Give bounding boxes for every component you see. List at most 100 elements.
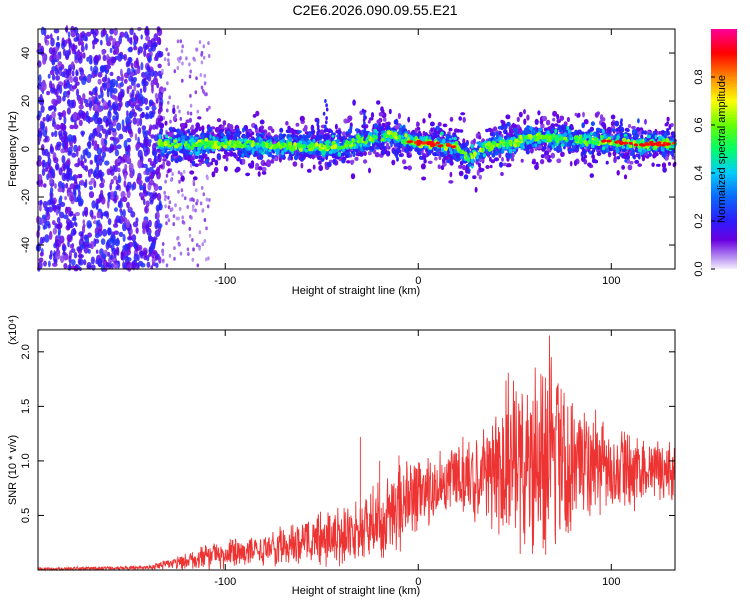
spectral-blob [441,147,445,153]
spectral-blob [520,158,524,163]
spectral-blob [201,125,205,132]
noise-blob [115,186,119,191]
spectral-blob [278,133,283,139]
noise-blob [178,179,181,184]
noise-blob [87,115,91,124]
noise-blob [58,167,63,176]
noise-blob [202,192,206,197]
spectral-blob [610,125,616,130]
noise-blob [93,112,99,119]
spectral-blob [218,129,224,133]
noise-blob [142,143,145,149]
spectral-blob [259,119,265,125]
noise-blob [69,195,75,202]
spectral-blob [181,138,186,143]
spectral-blob [503,129,508,135]
spectral-blob [470,143,474,149]
noise-blob [93,238,97,247]
spectral-blob [302,127,308,132]
spectral-blob [241,153,245,158]
noise-blob [82,219,86,225]
noise-blob [37,174,43,181]
noise-blob [56,203,62,211]
spectral-blob [318,165,324,172]
noise-blob [73,189,77,199]
noise-blob [205,257,208,262]
noise-blob [39,97,45,106]
noise-blob [177,189,180,194]
noise-blob [63,214,69,220]
noise-blob [107,227,112,236]
noise-blob [109,182,112,191]
noise-blob [74,211,81,217]
noise-blob [119,54,125,60]
noise-blob [63,254,67,261]
spectral-blob [198,126,202,132]
spectral-blob [164,120,168,126]
noise-blob [138,117,143,127]
noise-blob [44,161,51,170]
noise-blob [98,223,103,232]
spectral-blob [176,128,181,134]
noise-blob [70,44,76,51]
spectral-blob [222,120,227,126]
spectral-blob [537,110,541,116]
spectral-blob [242,127,245,133]
noise-blob [189,214,192,219]
noise-blob [127,47,133,53]
spectrogram-marks [35,24,678,273]
spectral-blob [612,150,617,157]
noise-blob [90,29,95,35]
noise-blob [154,252,159,259]
spectral-blob [376,119,382,124]
noise-blob [167,218,171,223]
noise-blob [176,235,180,240]
noise-blob [93,38,100,43]
noise-blob [166,81,169,86]
noise-blob [104,160,110,166]
spectral-blob [297,130,302,134]
spectral-blob [661,162,667,169]
spectral-blob [166,160,171,167]
spectral-blob [523,109,526,115]
spectral-blob [257,171,261,177]
noise-blob [51,131,55,137]
noise-blob [151,163,156,168]
noise-blob [122,153,128,163]
spectral-blob [477,162,481,168]
noise-blob [121,92,125,98]
noise-blob [93,215,97,220]
noise-blob [91,140,95,147]
noise-blob [83,98,89,104]
spectral-blob [666,130,670,135]
noise-blob [106,64,110,71]
noise-blob [112,115,116,121]
noise-blob [156,192,162,201]
spectral-blob [213,166,219,174]
noise-blob [98,132,102,139]
noise-blob [100,90,104,99]
spectral-blob [332,158,337,165]
noise-blob [148,166,154,173]
spectral-blob [220,132,224,137]
noise-blob [38,74,42,83]
noise-blob [206,204,210,209]
spectral-blob [255,110,260,117]
noise-blob [109,255,114,260]
spectral-blob [523,118,527,125]
spectral-blob [439,151,444,157]
spectral-blob [489,156,492,162]
noise-blob [205,197,209,202]
spectral-blob [482,153,486,158]
spectral-blob [380,141,385,147]
spectral-blob [414,127,418,134]
spectral-blob [432,152,437,157]
spectral-blob [259,125,265,130]
noise-blob [73,135,77,141]
spectral-blob [173,155,177,160]
noise-blob [78,258,84,266]
noise-blob [115,79,119,88]
spectral-blob [531,160,536,165]
noise-blob [66,206,72,212]
noise-blob [113,250,117,259]
